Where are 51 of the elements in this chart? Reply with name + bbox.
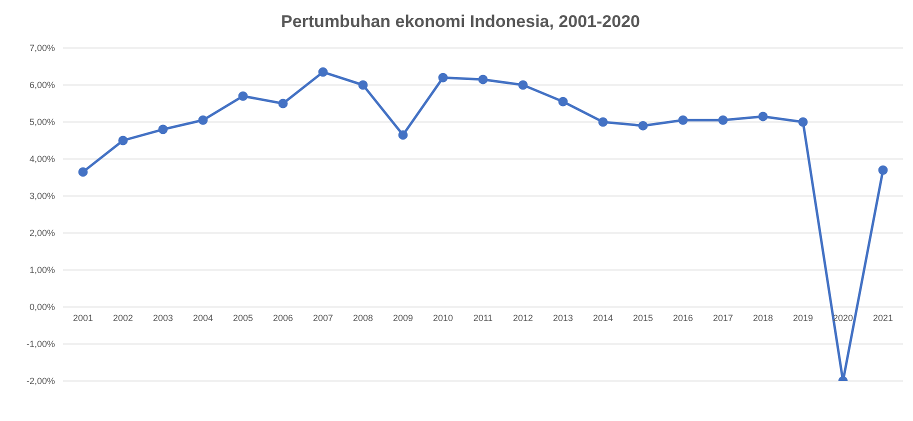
point [158,124,168,134]
x-tick-label: 2002 [112,313,134,323]
x-tick-label: 2016 [672,313,694,323]
point [398,130,408,140]
y-tick-label: 1,00% [29,265,55,276]
x-tick-label: 2012 [512,313,534,323]
y-tick-label: 4,00% [29,154,55,164]
x-tick-label: 2008 [352,313,374,323]
x-tick-label: 2013 [552,313,574,323]
point [358,80,368,90]
point [438,72,448,82]
point [318,67,328,77]
y-tick-label: -1,00% [26,339,55,350]
y-tick-label: 6,00% [29,80,55,90]
x-tick-label: 2015 [632,313,654,323]
y-tick-label: -2,00% [26,376,55,386]
x-tick-label: 2017 [712,313,734,323]
point [878,165,888,175]
point [118,136,128,146]
y-tick-label: 2,00% [29,228,55,238]
x-tick-label: 2014 [592,313,614,323]
x-tick-label: 2003 [152,313,174,323]
x-tick-label: 2021 [872,313,894,323]
y-tick-label: 7,00% [29,43,55,54]
x-tick-label: 2011 [473,313,493,323]
x-tick-label: 2006 [272,313,294,323]
point [278,98,288,108]
point [638,120,648,130]
x-tick-label: 2018 [752,313,774,323]
point [558,96,568,106]
y-tick-label: 3,00% [29,191,55,202]
point [198,115,208,125]
point [78,167,88,177]
x-tick-label: 2010 [432,313,454,323]
x-tick-label: 2001 [72,313,94,323]
x-tick-label: 2009 [392,313,414,323]
point [598,117,608,127]
y-tick-label: 5,00% [29,117,55,128]
chart-title: Pertumbuhan ekonomi Indonesia, 2001-2020 [280,12,641,32]
point [798,117,808,127]
x-tick-label: 2005 [232,313,254,323]
point [678,115,688,125]
x-tick-label: 2019 [792,313,814,323]
x-tick-label: 2007 [312,313,334,323]
point [758,112,768,122]
point [518,80,528,90]
x-tick-label: 2004 [192,313,214,323]
point [238,91,248,101]
y-tick-label: 0,00% [29,302,55,312]
point [478,74,488,84]
point [718,115,728,125]
